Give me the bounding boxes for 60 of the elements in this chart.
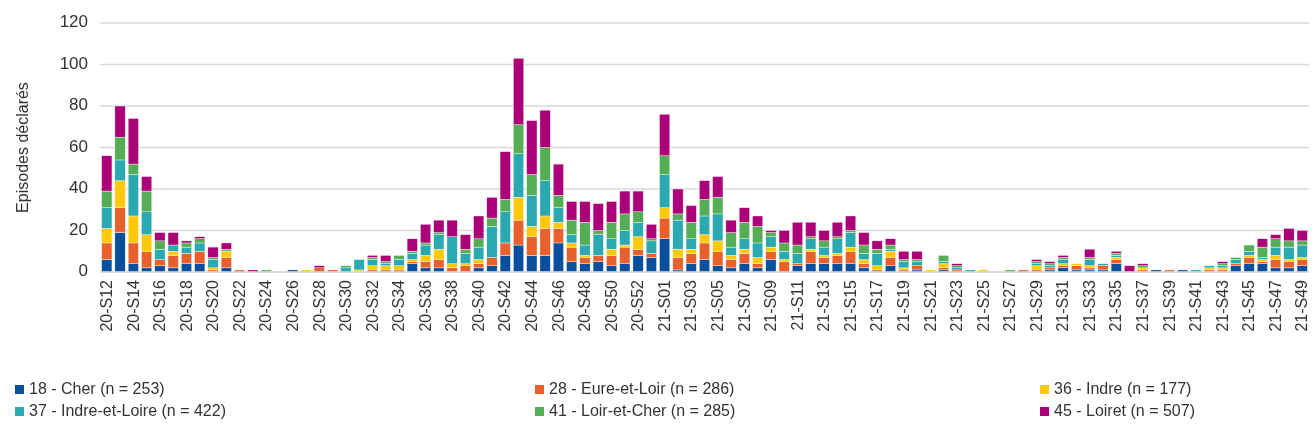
x-tick-label: 20-S22 [230,279,248,332]
y-tick-label: 20 [69,219,88,239]
x-tick-label: 20-S48 [576,279,594,332]
x-tick-label: 21-S35 [1107,279,1125,332]
x-tick-label: 21-S21 [921,279,939,332]
x-tick-label: 21-S07 [735,279,753,332]
x-tick-label: 20-S14 [124,279,142,332]
x-tick-label: 20-S32 [363,279,381,332]
x-tick-label: 21-S17 [868,279,886,332]
x-tick-label: 20-S46 [549,279,567,332]
x-tick-label: 20-S20 [204,279,222,332]
x-tick-label: 21-S37 [1134,279,1152,332]
y-tick-label: 100 [59,53,88,73]
x-tick-label: 21-S27 [1001,279,1019,332]
y-tick-label: 60 [69,136,88,156]
y-tick-label: 80 [69,95,88,115]
x-tick-label: 21-S09 [762,279,780,332]
x-tick-label: 21-S33 [1080,279,1098,332]
legend-label: 45 - Loiret (n = 507) [1054,402,1195,420]
x-tick-label: 20-S24 [257,279,275,332]
x-tick-label: 20-S18 [177,279,195,332]
legend-label: 37 - Indre-et-Loire (n = 422) [29,402,226,420]
x-tick-label: 20-S30 [337,279,355,332]
x-tick-label: 21-S15 [841,279,859,332]
x-tick-label: 21-S19 [894,279,912,332]
x-tick-label: 21-S11 [788,279,806,331]
x-tick-label: 21-S49 [1293,279,1311,332]
x-tick-label: 21-S39 [1160,279,1178,332]
x-tick-label: 21-S01 [655,279,673,332]
x-tick-label: 21-S47 [1266,279,1284,332]
x-tick-label: 21-S25 [974,279,992,332]
x-tick-label: 21-S13 [815,279,833,332]
x-tick-label: 20-S38 [443,279,461,332]
y-tick-label: 0 [78,261,88,281]
y-tick-label: 120 [59,12,88,32]
y-axis-title: Episodes déclarés [14,82,32,213]
x-tick-label: 20-S12 [97,279,116,332]
x-tick-label: 20-S40 [469,279,487,332]
y-tick-label: 40 [69,178,88,198]
x-tick-label: 21-S03 [682,279,700,332]
legend-label: 28 - Eure-et-Loir (n = 286) [549,380,735,398]
x-tick-label: 20-S50 [602,279,620,332]
x-tick-label: 20-S28 [310,279,328,332]
x-tick-label: 20-S36 [416,279,434,332]
legend-label: 41 - Loir-et-Cher (n = 285) [549,402,736,420]
x-tick-label: 21-S45 [1240,279,1258,332]
x-tick-label: 20-S16 [151,279,169,332]
x-tick-label: 20-S52 [629,279,647,332]
x-tick-label: 20-S34 [390,279,408,332]
x-tick-label: 21-S29 [1027,279,1045,332]
x-tick-label: 20-S42 [496,279,514,332]
x-tick-label: 20-S44 [523,279,541,332]
x-tick-label: 21-S41 [1187,279,1205,332]
x-tick-label: 20-S26 [283,279,301,332]
x-tick-label: 21-S31 [1054,279,1072,332]
x-tick-label: 21-S43 [1213,279,1231,332]
x-tick-label: 21-S23 [948,279,966,332]
legend-label: 18 - Cher (n = 253) [29,380,165,398]
legend-label: 36 - Indre (n = 177) [1054,380,1192,398]
x-tick-label: 21-S05 [709,279,727,332]
